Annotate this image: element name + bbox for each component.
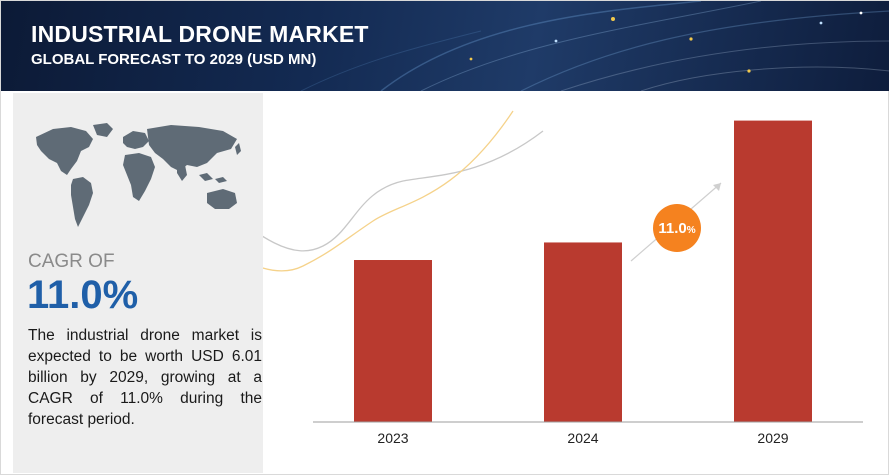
market-description: The industrial drone market is expected … xyxy=(28,327,262,428)
decor-swoosh-yellow xyxy=(263,110,514,272)
summary-panel: CAGR OF 11.0% The industrial drone marke… xyxy=(13,93,263,473)
page-title: INDUSTRIAL DRONE MARKET xyxy=(31,21,369,47)
cagr-badge xyxy=(653,204,701,252)
header-banner: INDUSTRIAL DRONE MARKET GLOBAL FORECAST … xyxy=(1,1,889,91)
world-map-icon xyxy=(36,123,241,227)
header-light-streaks xyxy=(300,1,889,91)
growth-arrow-head xyxy=(713,183,721,191)
bar-chart: 2023 2024 2029 11.0% xyxy=(263,110,863,446)
bar-2029 xyxy=(734,120,812,423)
tick-label-2029: 2029 xyxy=(757,430,788,446)
tick-labels-layer: 2023 2024 2029 xyxy=(377,430,788,446)
tick-label-2023: 2023 xyxy=(377,430,408,446)
bar-2023 xyxy=(354,260,432,422)
bar-2024 xyxy=(544,242,622,422)
cagr-label: CAGR OF xyxy=(28,251,115,272)
tick-label-2024: 2024 xyxy=(567,430,598,446)
decor-swoosh-gray xyxy=(263,130,544,252)
bars-layer xyxy=(354,120,812,423)
page-subtitle: GLOBAL FORECAST TO 2029 (USD MN) xyxy=(31,51,317,68)
cagr-badge-label: 11.0% xyxy=(658,220,695,237)
cagr-value: 11.0% xyxy=(27,273,139,317)
